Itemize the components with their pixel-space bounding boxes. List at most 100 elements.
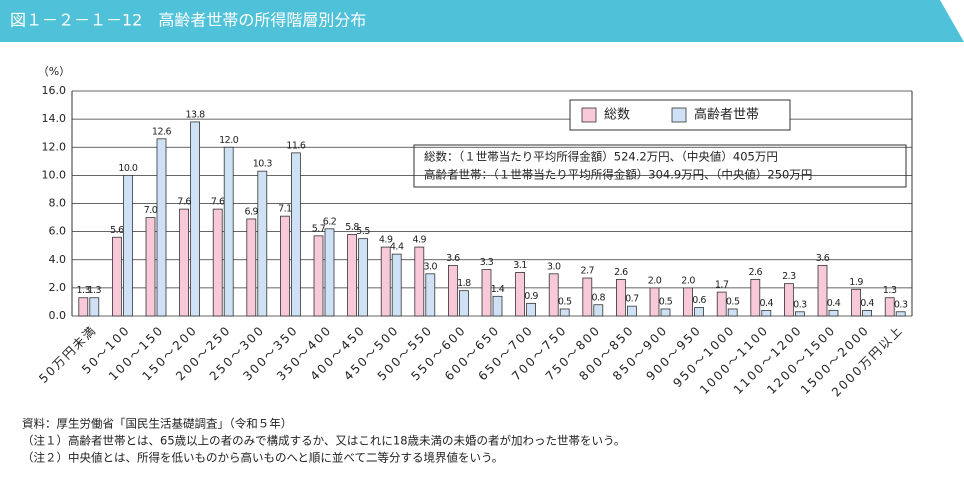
- value-label: 5.6: [110, 225, 124, 236]
- bar: [761, 309, 772, 317]
- value-label: 2.3: [782, 271, 796, 282]
- value-label: 3.3: [480, 257, 494, 268]
- bar: [817, 264, 828, 317]
- value-label: 0.6: [692, 295, 706, 306]
- y-tick-label: 8.0: [49, 197, 67, 210]
- bar: [526, 302, 536, 317]
- legend-swatch: [671, 107, 687, 123]
- value-label: 4.9: [379, 235, 393, 246]
- bar: [895, 311, 906, 317]
- bar: [156, 138, 167, 317]
- value-label: 7.1: [278, 204, 292, 215]
- value-label: 2.0: [648, 275, 662, 286]
- value-label: 2.7: [580, 266, 594, 277]
- y-unit: （%）: [38, 65, 70, 78]
- bar: [425, 273, 436, 317]
- bar: [548, 273, 559, 317]
- y-tick-label: 0.0: [49, 309, 67, 322]
- value-label: 10.3: [253, 159, 273, 170]
- bar: [89, 297, 100, 317]
- bar: [112, 236, 122, 317]
- bar: [851, 288, 861, 317]
- note: （注１）高齢者世帯とは、65歳以上の者のみで構成するか、又はこれに18歳未満の未…: [22, 434, 625, 448]
- value-label: 3.0: [423, 261, 437, 272]
- bar: [750, 279, 761, 317]
- value-label: 13.8: [186, 109, 206, 120]
- annotation: 総数：（１世帯当たり平均所得金額）524.2万円、（中央値）405万円: [424, 150, 778, 164]
- value-label: 3.6: [816, 253, 830, 264]
- bar: [380, 246, 391, 317]
- y-tick-label: 10.0: [42, 168, 67, 181]
- value-label: 0.4: [827, 298, 841, 309]
- bar: [223, 146, 234, 317]
- value-label: 2.0: [681, 275, 695, 286]
- value-label: 0.5: [726, 296, 740, 307]
- bar: [862, 309, 872, 317]
- bar: [391, 253, 402, 317]
- bar: [324, 228, 335, 317]
- bar: [683, 287, 693, 317]
- value-label: 2.6: [614, 267, 628, 278]
- value-label: 7.6: [211, 197, 225, 208]
- bar: [347, 234, 358, 317]
- value-label: 12.0: [219, 135, 239, 146]
- value-label: 4.9: [412, 235, 426, 246]
- value-label: 0.3: [793, 299, 807, 310]
- y-tick-label: 16.0: [42, 84, 67, 97]
- bar: [279, 215, 290, 317]
- value-label: 1.3: [883, 285, 897, 296]
- y-tick-label: 4.0: [49, 253, 67, 266]
- bar: [660, 308, 671, 317]
- value-label: 7.0: [144, 205, 158, 216]
- y-tick-label: 14.0: [42, 112, 67, 125]
- y-tick-label: 2.0: [49, 281, 67, 294]
- bar: [593, 304, 604, 317]
- bar: [481, 269, 492, 317]
- value-label: 4.4: [390, 242, 404, 253]
- bar: [190, 121, 201, 317]
- value-label: 1.3: [76, 285, 90, 296]
- legend-label: 高齢者世帯: [694, 107, 759, 123]
- value-label: 1.9: [849, 277, 863, 288]
- bar: [179, 208, 190, 317]
- value-label: 5.7: [312, 223, 326, 234]
- bar: [123, 174, 133, 317]
- value-label: 11.6: [286, 140, 306, 151]
- value-label: 7.6: [177, 197, 191, 208]
- bar: [246, 218, 257, 317]
- value-label: 1.3: [87, 285, 101, 296]
- bar: [727, 308, 738, 317]
- bar: [582, 277, 593, 317]
- bar: [828, 309, 839, 317]
- value-label: 10.0: [118, 163, 138, 174]
- bar: [694, 307, 704, 317]
- bar: [616, 279, 626, 317]
- value-label: 1.4: [491, 284, 505, 295]
- bar: [795, 311, 805, 317]
- value-label: 0.4: [860, 298, 874, 309]
- bar: [716, 291, 727, 317]
- value-label: 1.8: [457, 278, 471, 289]
- bar: [649, 287, 660, 317]
- bar: [492, 295, 503, 317]
- bar: [358, 238, 369, 317]
- value-label: 0.4: [759, 298, 773, 309]
- bar: [145, 217, 156, 317]
- bar: [559, 308, 570, 317]
- value-label: 2.6: [748, 267, 762, 278]
- value-label: 5.5: [356, 226, 370, 237]
- value-label: 3.6: [446, 253, 460, 264]
- header-band: [0, 0, 964, 42]
- bar: [290, 152, 301, 317]
- bar: [784, 283, 794, 317]
- value-label: 3.0: [547, 261, 561, 272]
- value-label: 3.1: [513, 260, 527, 271]
- value-label: 0.5: [659, 296, 673, 307]
- value-label: 0.8: [591, 292, 605, 303]
- bar: [257, 170, 268, 317]
- y-tick-label: 12.0: [42, 140, 67, 153]
- bar: [515, 272, 525, 317]
- value-label: 12.6: [152, 126, 172, 137]
